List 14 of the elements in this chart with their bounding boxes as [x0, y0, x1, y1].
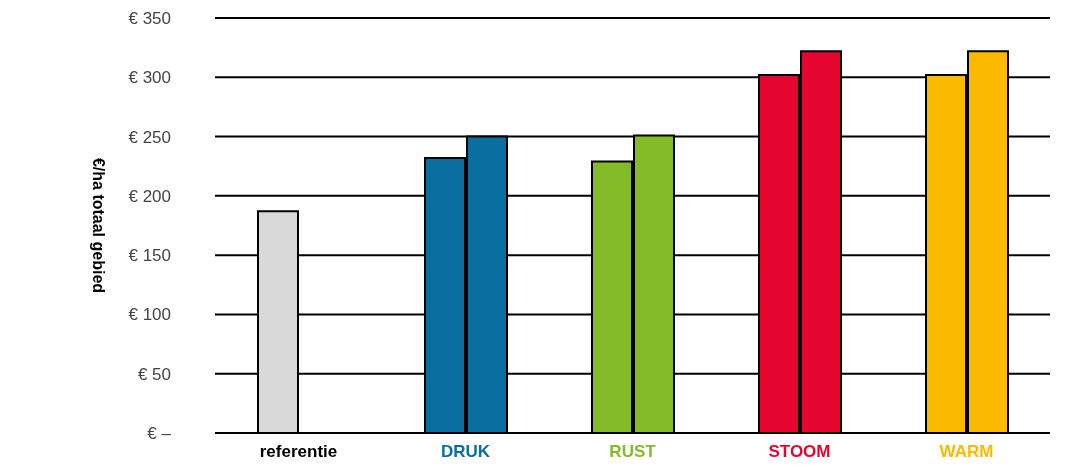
x-tick-label: referentie [259, 442, 338, 461]
x-tick-label: RUST [609, 442, 657, 461]
y-tick-label: € 300 [128, 68, 171, 88]
y-tick-label: € 100 [128, 305, 171, 325]
x-tick-label: DRUK [440, 442, 491, 461]
y-tick-label: € 250 [128, 127, 171, 147]
x-tick-label: STOOM [768, 442, 831, 461]
y-tick-label: € 50 [137, 364, 171, 384]
y-tick-label: € 150 [128, 246, 171, 266]
x-tick-label: WARM [939, 442, 994, 461]
y-tick-label: € 350 [128, 9, 171, 29]
y-tick-label: € – [147, 424, 172, 444]
y-axis-title: €/ha totaal gebied [90, 157, 108, 294]
y-tick-label: € 200 [128, 186, 171, 206]
